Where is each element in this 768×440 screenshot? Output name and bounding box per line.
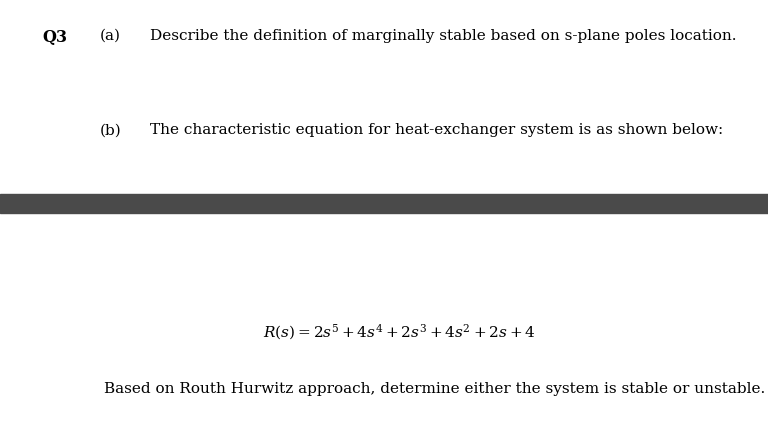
- Text: Based on Routh Hurwitz approach, determine either the system is stable or unstab: Based on Routh Hurwitz approach, determi…: [104, 382, 765, 396]
- Text: The characteristic equation for heat-exchanger system is as shown below:: The characteristic equation for heat-exc…: [150, 123, 723, 137]
- FancyBboxPatch shape: [0, 194, 768, 213]
- Text: Q3: Q3: [42, 29, 68, 46]
- Text: $R(s) = 2s^5 + 4s^4 + 2s^3 + 4s^2 + 2s + 4$: $R(s) = 2s^5 + 4s^4 + 2s^3 + 4s^2 + 2s +…: [263, 323, 536, 342]
- Text: (b): (b): [100, 123, 121, 137]
- Text: (a): (a): [100, 29, 121, 43]
- Text: Describe the definition of marginally stable based on s-plane poles location.: Describe the definition of marginally st…: [150, 29, 737, 43]
